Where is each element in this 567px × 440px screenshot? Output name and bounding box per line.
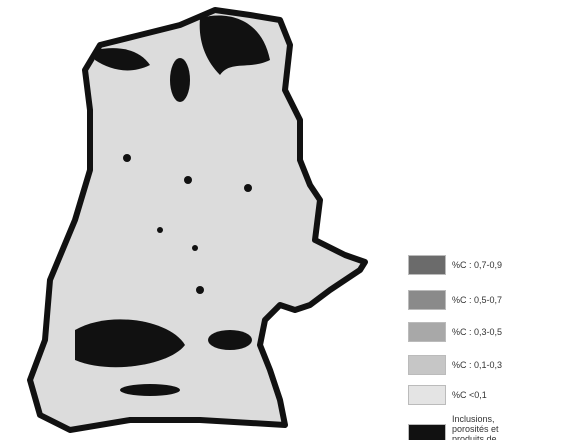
legend-item: %C : 0,3-0,5 — [408, 322, 562, 342]
legend-swatch — [408, 322, 446, 342]
legend-label: Inclusions, porosités et produits de cor… — [452, 414, 499, 440]
legend-swatch — [408, 290, 446, 310]
legend-label: %C : 0,5-0,7 — [452, 295, 503, 305]
legend-label: %C <0,1 — [452, 390, 487, 400]
inclusions — [75, 15, 270, 396]
legend-label: %C : 0,7-0,9 — [452, 260, 503, 270]
legend-swatch — [408, 424, 446, 440]
legend-item: %C : 0,5-0,7 — [408, 290, 562, 310]
legend-item: %C <0,1 — [408, 385, 562, 405]
legend-swatch — [408, 385, 446, 405]
legend-swatch — [408, 355, 446, 375]
legend-item: Inclusions, porosités et produits de cor… — [408, 414, 524, 440]
legend-item: %C : 0,1-0,3 — [408, 355, 562, 375]
legend-swatch — [408, 255, 446, 275]
legend-item: %C : 0,7-0,9 — [408, 255, 562, 275]
legend-label: %C : 0,3-0,5 — [452, 327, 503, 337]
legend-label: %C : 0,1-0,3 — [452, 360, 503, 370]
specimen — [27, 7, 368, 433]
